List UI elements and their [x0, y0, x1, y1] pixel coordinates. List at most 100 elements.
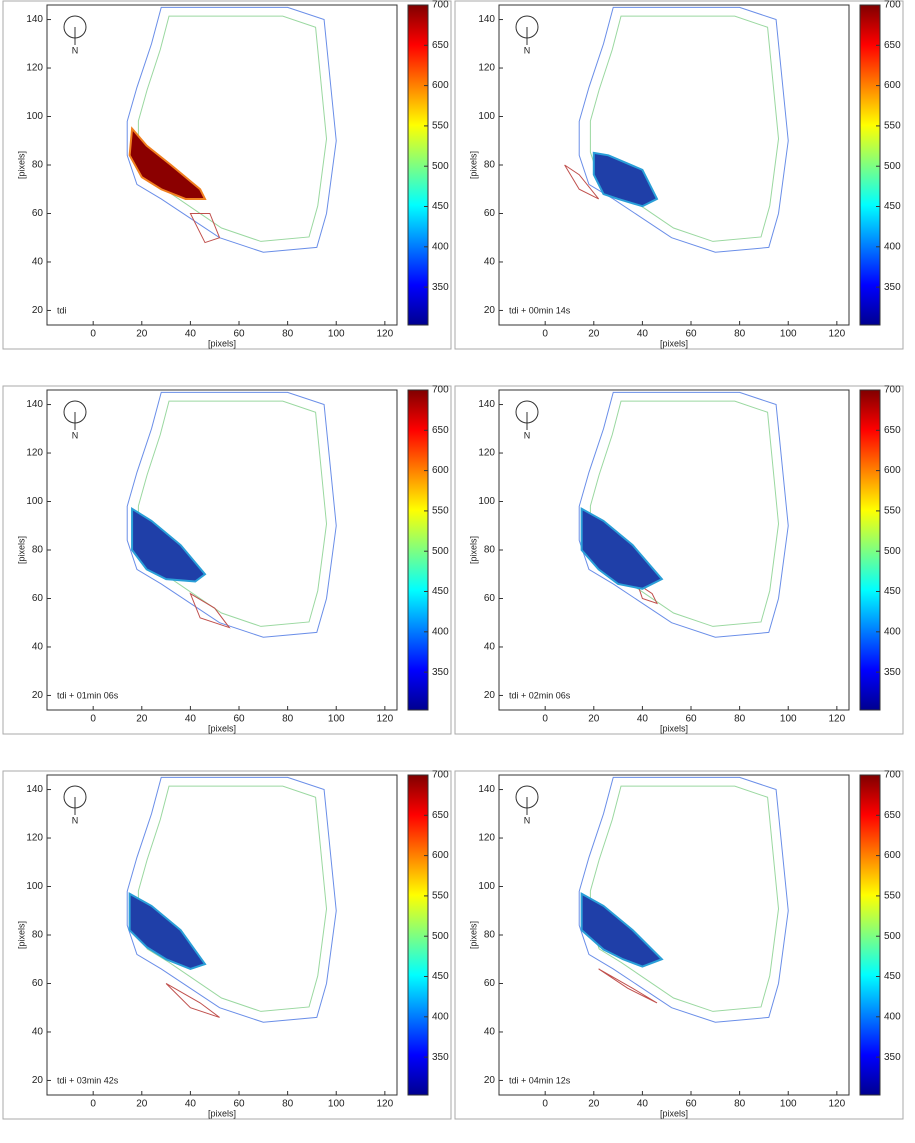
- colorbar-tick-label: 550: [884, 121, 901, 132]
- contour-outline: [126, 6, 337, 253]
- contour-outline: [578, 391, 789, 638]
- colorbar-tick-label: 500: [432, 931, 449, 942]
- annotation: tdi + 03min 42s: [57, 1075, 119, 1085]
- y-tick-label: 20: [484, 690, 496, 701]
- x-tick-label: 80: [734, 329, 746, 340]
- colorbar-tick-label: 700: [884, 770, 901, 781]
- colorbar-tick-label: 650: [884, 425, 901, 436]
- y-tick-label: 140: [26, 784, 43, 795]
- x-tick-label: 60: [233, 1099, 245, 1110]
- contour-inner: [589, 400, 780, 627]
- x-tick-label: 120: [377, 714, 394, 725]
- hot-contour: [598, 968, 658, 1004]
- y-tick-label: 80: [32, 160, 44, 171]
- y-tick-label: 20: [484, 1075, 496, 1086]
- compass-label: N: [72, 815, 79, 825]
- y-tick-label: 100: [478, 111, 495, 122]
- annotation: tdi + 00min 14s: [509, 305, 571, 315]
- x-tick-label: 0: [542, 329, 548, 340]
- fire-region: [580, 507, 664, 590]
- y-axis-label: [pixels]: [16, 536, 26, 564]
- y-tick-label: 120: [478, 63, 495, 74]
- colorbar-tick-label: 350: [884, 282, 901, 293]
- x-axis-label: [pixels]: [208, 1108, 236, 1118]
- y-tick-label: 100: [26, 881, 43, 892]
- y-tick-label: 120: [478, 833, 495, 844]
- colorbar-tick-label: 550: [432, 121, 449, 132]
- axes-frame: [498, 774, 850, 1096]
- x-axis-label: [pixels]: [208, 338, 236, 348]
- x-tick-label: 60: [685, 329, 697, 340]
- colorbar-tick-label: 400: [884, 241, 901, 252]
- compass-label: N: [524, 45, 531, 55]
- y-tick-label: 80: [484, 545, 496, 556]
- colorbar-tick-label: 650: [432, 810, 449, 821]
- colorbar-tick-label: 350: [432, 667, 449, 678]
- y-tick-label: 40: [484, 642, 496, 653]
- panel-frame: [454, 770, 904, 1120]
- x-tick-label: 20: [136, 714, 148, 725]
- hot-contour: [564, 164, 600, 200]
- x-axis-label: [pixels]: [660, 723, 688, 733]
- x-tick-label: 100: [328, 329, 345, 340]
- panel-frame: [454, 0, 904, 350]
- colorbar: [859, 774, 881, 1096]
- contour-inner: [137, 785, 328, 1012]
- colorbar-tick-label: 400: [884, 1011, 901, 1022]
- y-tick-label: 140: [26, 14, 43, 25]
- annotation: tdi + 04min 12s: [509, 1075, 571, 1085]
- x-tick-label: 40: [185, 1099, 197, 1110]
- fire-region: [580, 892, 664, 968]
- y-tick-label: 140: [26, 399, 43, 410]
- contour-inner: [589, 15, 780, 242]
- x-tick-label: 0: [542, 714, 548, 725]
- contour-inner: [137, 400, 328, 627]
- colorbar-tick-label: 450: [884, 971, 901, 982]
- hot-contour: [189, 592, 231, 629]
- colorbar-tick-label: 700: [432, 385, 449, 396]
- y-tick-label: 60: [32, 593, 44, 604]
- x-tick-label: 120: [829, 714, 846, 725]
- y-tick-label: 80: [484, 930, 496, 941]
- colorbar-tick-label: 600: [432, 465, 449, 476]
- y-tick-label: 100: [478, 881, 495, 892]
- colorbar-tick-label: 650: [432, 40, 449, 51]
- colorbar-tick-label: 450: [884, 586, 901, 597]
- x-tick-label: 80: [282, 1099, 294, 1110]
- x-axis-label: [pixels]: [208, 723, 236, 733]
- fire-region: [128, 892, 207, 971]
- colorbar-tick-label: 350: [432, 282, 449, 293]
- colorbar: [407, 4, 429, 326]
- colorbar-tick-label: 700: [432, 0, 449, 11]
- x-tick-label: 20: [588, 329, 600, 340]
- fire-region: [592, 151, 659, 208]
- y-tick-label: 20: [32, 305, 44, 316]
- y-tick-label: 80: [484, 160, 496, 171]
- y-tick-label: 60: [484, 978, 496, 989]
- y-tick-label: 100: [26, 111, 43, 122]
- x-tick-label: 120: [377, 1099, 394, 1110]
- compass-label: N: [72, 45, 79, 55]
- colorbar-tick-label: 400: [432, 1011, 449, 1022]
- panel-frame: [2, 770, 452, 1120]
- colorbar-tick-label: 550: [884, 891, 901, 902]
- contour-outline: [578, 6, 789, 253]
- y-tick-label: 40: [484, 257, 496, 268]
- colorbar-tick-label: 400: [884, 626, 901, 637]
- hot-contour: [636, 582, 658, 605]
- x-tick-label: 100: [780, 714, 797, 725]
- axes-frame: [46, 4, 398, 326]
- x-tick-label: 40: [637, 1099, 649, 1110]
- y-tick-label: 20: [32, 1075, 44, 1086]
- x-tick-label: 100: [328, 1099, 345, 1110]
- colorbar-tick-label: 450: [432, 201, 449, 212]
- y-tick-label: 140: [478, 14, 495, 25]
- y-tick-label: 60: [484, 593, 496, 604]
- colorbar: [407, 774, 429, 1096]
- x-tick-label: 0: [90, 1099, 96, 1110]
- y-axis-label: [pixels]: [468, 921, 478, 949]
- y-tick-label: 80: [32, 545, 44, 556]
- x-tick-label: 60: [685, 1099, 697, 1110]
- colorbar-tick-label: 700: [432, 770, 449, 781]
